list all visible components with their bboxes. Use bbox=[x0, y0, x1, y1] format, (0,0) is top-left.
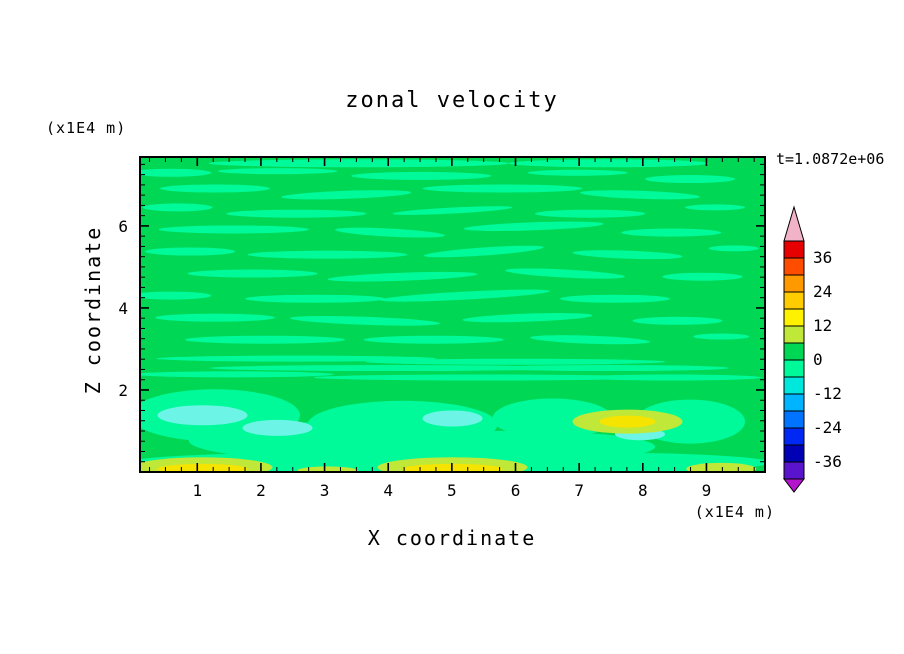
x-tick-label: 5 bbox=[447, 481, 457, 500]
colorbar-labels: 36 24 12 0 -12 -24 -36 bbox=[813, 248, 842, 471]
y-tick-label: 4 bbox=[118, 299, 128, 318]
y-tick-label: 6 bbox=[118, 217, 128, 236]
colorbar-label: 12 bbox=[813, 316, 832, 335]
colorbar-arrow-top bbox=[783, 205, 805, 242]
x-tick-label: 8 bbox=[638, 481, 648, 500]
colorbar-label: -36 bbox=[813, 452, 842, 471]
colorbar-cell bbox=[783, 274, 805, 293]
colorbar-cell bbox=[783, 240, 805, 259]
colorbar-label: 0 bbox=[813, 350, 823, 369]
colorbar bbox=[782, 205, 806, 493]
colorbar-cell bbox=[783, 410, 805, 429]
colorbar-cell bbox=[783, 444, 805, 463]
colorbar-cell bbox=[783, 461, 805, 480]
colorbar-label: 36 bbox=[813, 248, 832, 267]
colorbar-label: -12 bbox=[813, 384, 842, 403]
x-tick-labels: 1 2 3 4 5 6 7 8 9 bbox=[192, 481, 711, 500]
colorbar-cell bbox=[783, 393, 805, 412]
time-label: t=1.0872e+06 bbox=[776, 150, 885, 168]
colorbar-cell bbox=[783, 291, 805, 310]
x-axis-unit-label: (x1E4 m) bbox=[694, 503, 775, 521]
x-tick-label: 4 bbox=[383, 481, 393, 500]
colorbar-cell bbox=[783, 308, 805, 327]
colorbar-cell bbox=[783, 427, 805, 446]
colorbar-cell bbox=[783, 359, 805, 378]
y-tick-label: 2 bbox=[118, 381, 128, 400]
colorbar-arrow-bottom bbox=[782, 478, 806, 493]
contour-field bbox=[140, 157, 765, 472]
colorbar-cell bbox=[783, 325, 805, 344]
axis-ticks bbox=[140, 157, 765, 473]
x-tick-label: 6 bbox=[511, 481, 521, 500]
y-tick-labels: 2 4 6 bbox=[118, 217, 128, 400]
colorbar-cell bbox=[783, 376, 805, 395]
z-axis-unit-label: (x1E4 m) bbox=[46, 119, 127, 137]
colorbar-cell bbox=[783, 257, 805, 276]
x-tick-label: 7 bbox=[574, 481, 584, 500]
x-tick-label: 2 bbox=[256, 481, 266, 500]
x-axis-title: X coordinate bbox=[367, 526, 537, 550]
colorbar-label: 24 bbox=[813, 282, 832, 301]
x-tick-label: 9 bbox=[702, 481, 712, 500]
colorbar-cell bbox=[783, 342, 805, 361]
x-tick-label: 1 bbox=[192, 481, 202, 500]
colorbar-label: -24 bbox=[813, 418, 842, 437]
chart-title: zonal velocity bbox=[345, 88, 559, 113]
x-tick-label: 3 bbox=[320, 481, 330, 500]
